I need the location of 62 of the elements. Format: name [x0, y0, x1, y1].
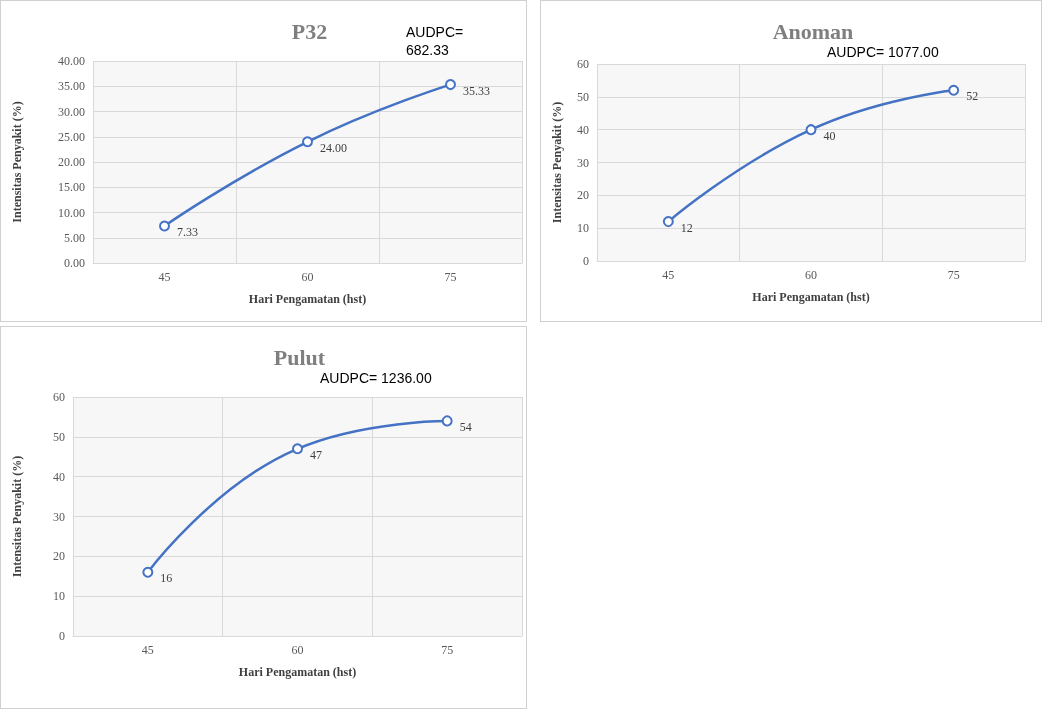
data-label: 35.33: [463, 83, 490, 98]
y-tick-label: 5.00: [64, 230, 85, 245]
data-label: 7.33: [177, 224, 198, 239]
point: [159, 220, 170, 232]
point: [441, 415, 453, 427]
x-axis-title: Hari Pengamatan (hst): [752, 290, 870, 304]
x-tick-label: 75: [947, 268, 960, 282]
chart-title: Anoman: [772, 18, 854, 44]
y-tick-label: 60: [53, 390, 65, 404]
data-label: 40: [823, 128, 836, 143]
x-tick-label: 75: [441, 643, 454, 657]
data-label: 16: [160, 571, 173, 586]
y-tick-label: 40.00: [58, 54, 85, 68]
y-tick-label: 20: [53, 549, 65, 564]
y-tick-label: 35.00: [58, 79, 85, 94]
data-label: 54: [459, 419, 472, 434]
y-tick-label: 50: [577, 89, 589, 104]
chart-title: Pulut: [273, 344, 326, 370]
y-tick-label: 30.00: [58, 104, 85, 119]
y-tick-label: 20: [577, 188, 589, 203]
point: [302, 136, 313, 148]
y-tick-label: 15.00: [58, 180, 85, 195]
point: [662, 216, 674, 228]
point: [805, 124, 817, 136]
y-tick-label: 20.00: [58, 155, 85, 169]
point: [948, 84, 960, 96]
y-tick-label: 40: [577, 122, 589, 137]
y-tick-label: 10: [577, 221, 589, 236]
data-label: 12: [680, 220, 693, 235]
point: [142, 566, 154, 578]
point: [445, 79, 456, 91]
y-tick-label: 30: [577, 155, 589, 170]
y-tick-label: 40: [53, 469, 65, 484]
y-tick-label: 10: [53, 589, 65, 604]
x-axis-title: Hari Pengamatan (hst): [238, 665, 357, 679]
x-tick-label: 60: [291, 643, 304, 657]
text: AUDPC= 682.33: [406, 24, 468, 58]
chart-title: P32: [291, 18, 328, 44]
data-label: 24.00: [320, 140, 347, 155]
y-tick-label: 10.00: [58, 205, 85, 220]
x-tick-label: 60: [805, 268, 817, 282]
x-axis-title: Hari Pengamatan (hst): [248, 292, 367, 306]
y-tick-label: 0: [583, 254, 589, 268]
y-tick-label: 30: [53, 509, 65, 524]
point: [292, 443, 303, 455]
x-tick-label: 45: [141, 643, 154, 657]
data-label: 52: [966, 89, 979, 104]
x-tick-label: 45: [158, 270, 171, 284]
y-axis-title: Intensitas Penyakit (%): [550, 101, 564, 224]
text: AUDPC= 1077.00: [827, 44, 939, 60]
y-tick-label: 50: [53, 429, 65, 444]
y-tick-label: 0: [59, 629, 65, 643]
y-axis-title: Intensitas Penyakit (%): [10, 101, 24, 223]
y-tick-label: 0.00: [64, 256, 85, 270]
x-tick-label: 60: [301, 270, 314, 284]
data-label: 47: [310, 447, 322, 462]
text: AUDPC= 1236.00: [320, 370, 432, 386]
y-axis-title: Intensitas Penyakit (%): [10, 455, 24, 578]
y-tick-label: 60: [577, 57, 589, 71]
y-tick-label: 25.00: [58, 129, 85, 144]
x-tick-label: 75: [444, 270, 457, 284]
x-tick-label: 45: [662, 268, 675, 282]
